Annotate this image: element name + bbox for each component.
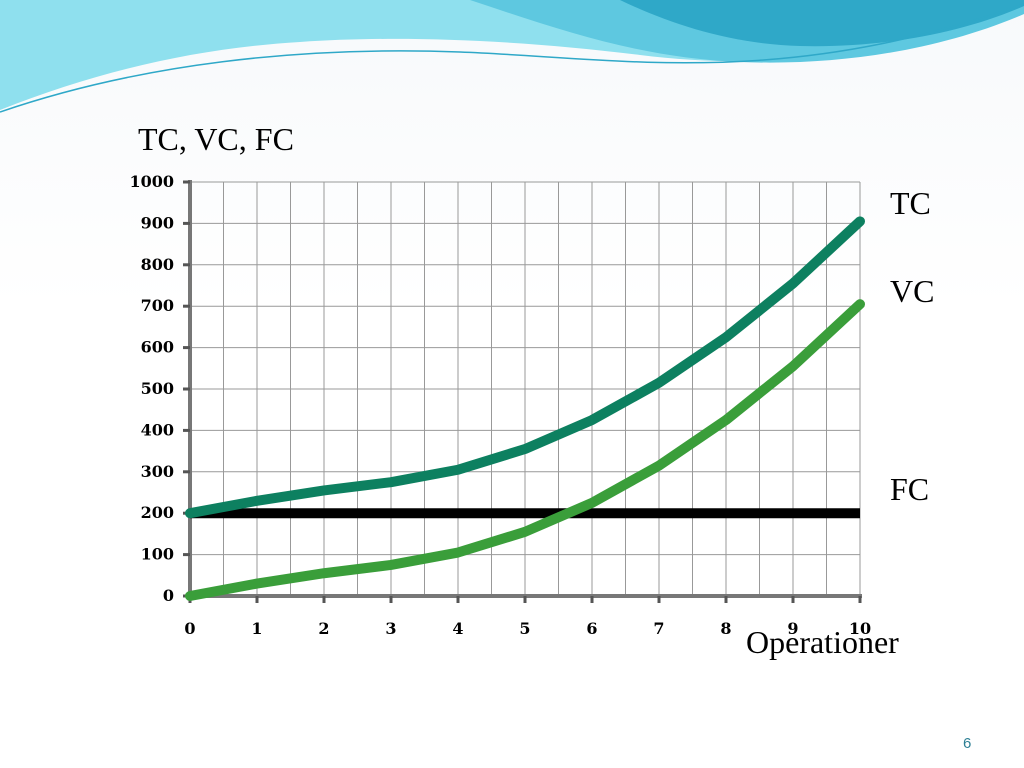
y-tick-label: 100 <box>141 545 174 564</box>
x-tick-label: 1 <box>251 619 262 638</box>
header-waves <box>0 0 1024 113</box>
y-tick-label: 300 <box>141 462 174 481</box>
x-tick-label: 10 <box>849 619 871 638</box>
wave-line <box>0 3 1024 113</box>
x-tick-label: 5 <box>519 619 530 638</box>
y-tick-label: 400 <box>141 420 174 439</box>
y-tick-label: 1000 <box>129 172 174 191</box>
series <box>185 216 865 601</box>
x-tick-label: 3 <box>385 619 396 638</box>
series-label-fc: FC <box>890 471 929 507</box>
y-tick-label: 500 <box>141 379 174 398</box>
x-tick-label: 6 <box>586 619 597 638</box>
series-label-tc: TC <box>890 185 931 221</box>
x-tick-label: 7 <box>653 619 664 638</box>
y-axis-label: TC, VC, FC <box>138 121 294 157</box>
page-number: 6 <box>963 735 971 752</box>
y-tick-label: 800 <box>141 255 174 274</box>
series-line-tc <box>185 216 865 519</box>
y-tick-label: 200 <box>141 503 174 522</box>
x-tick-label: 4 <box>452 619 463 638</box>
x-tick-label: 2 <box>318 619 329 638</box>
series-line-vc <box>185 299 865 601</box>
y-tick-label: 900 <box>141 213 174 232</box>
axes <box>183 180 862 603</box>
x-tick-label: 8 <box>720 619 731 638</box>
tick-labels: 0 100 200 300 400 500 600 700 800 900 1000 0 1 2 3 4 5 6 7… <box>129 172 871 638</box>
x-tick-label: 0 <box>184 619 195 638</box>
x-tick-label: 9 <box>787 619 798 638</box>
y-tick-label: 700 <box>141 296 174 315</box>
series-label-vc: VC <box>890 273 934 309</box>
y-tick-label: 0 <box>163 586 174 605</box>
x-axis-label: Operationer <box>746 624 899 660</box>
y-tick-label: 600 <box>141 338 174 357</box>
